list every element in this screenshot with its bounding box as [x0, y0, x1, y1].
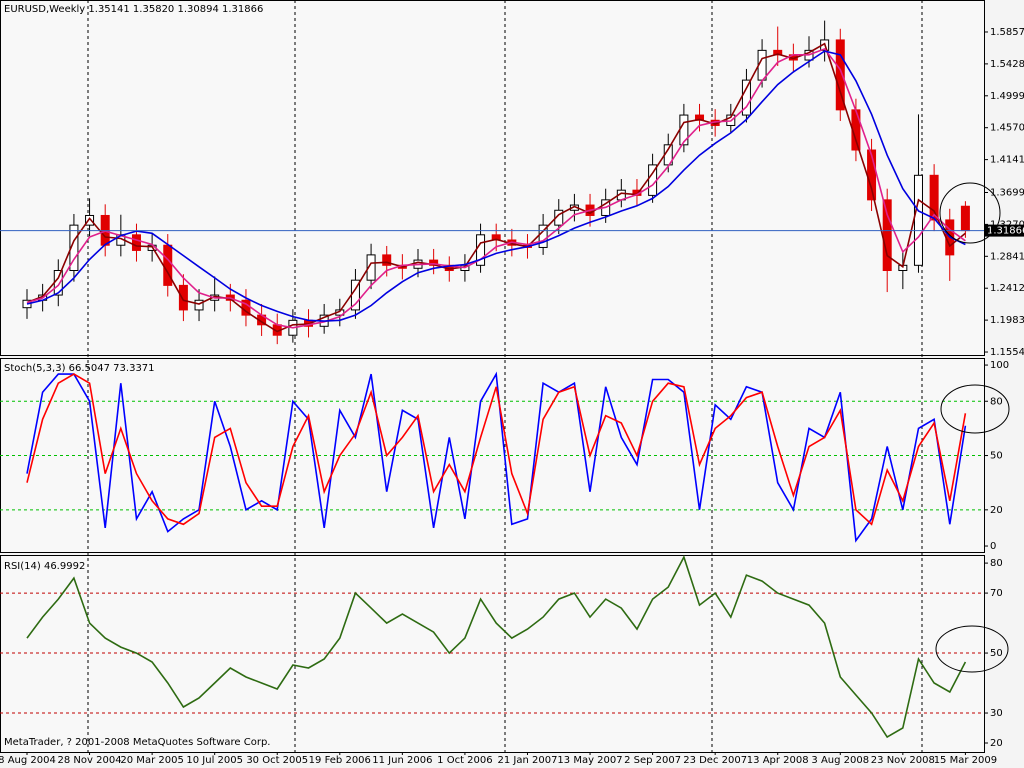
- x-tick-label: 23 Nov 2008: [871, 755, 935, 766]
- footer: MetaTrader, ? 2001-2008 MetaQuotes Softw…: [4, 737, 270, 748]
- candle-body: [178, 284, 188, 311]
- annotation-circle: [939, 182, 1001, 244]
- candle-body: [69, 224, 79, 272]
- y-tick-label: 20: [990, 738, 1003, 749]
- candle-body: [835, 39, 845, 111]
- candle-body: [538, 224, 548, 248]
- candle-body: [960, 205, 970, 232]
- candle-body: [163, 244, 173, 286]
- panel-frame: [0, 0, 985, 356]
- x-tick-label: 2 Sep 2007: [624, 755, 681, 766]
- price-title: EURUSD,Weekly 1.35141 1.35820 1.30894 1.…: [4, 4, 263, 15]
- x-tick-label: 30 Oct 2005: [246, 755, 308, 766]
- x-tick-label: 10 Jul 2005: [186, 755, 243, 766]
- x-tick-label: 11 Jun 2006: [372, 755, 432, 766]
- last-price-label: 1.31866: [987, 226, 1024, 237]
- x-tick-label: 8 Aug 2004: [0, 755, 56, 766]
- x-tick-label: 13 May 2007: [557, 755, 622, 766]
- y-tick-label: 1.45700: [990, 123, 1024, 134]
- y-tick-label: 70: [990, 588, 1003, 599]
- series-line: [26, 555, 967, 739]
- y-tick-label: 80: [990, 396, 1003, 407]
- annotation-circle: [940, 384, 1010, 434]
- y-tick-label: 80: [990, 558, 1003, 569]
- last-price-box: [985, 224, 1024, 237]
- candle-body: [53, 270, 63, 296]
- candle-body: [913, 174, 923, 266]
- series-line: [26, 47, 966, 329]
- y-tick-label: 1.36990: [990, 187, 1024, 198]
- y-tick-label: 1.41410: [990, 155, 1024, 166]
- candle-body: [929, 174, 939, 221]
- rsi-title: RSI(14) 46.9992: [4, 561, 85, 572]
- candle-body: [85, 214, 95, 226]
- x-tick-label: 1 Oct 2006: [437, 755, 492, 766]
- candle-body: [554, 209, 564, 226]
- candle-body: [131, 234, 141, 251]
- candle-body: [194, 299, 204, 311]
- y-tick-label: 1.15540: [990, 347, 1024, 358]
- y-tick-label: 1.19830: [990, 315, 1024, 326]
- candle-body: [741, 79, 751, 116]
- series-line: [26, 371, 967, 543]
- x-tick-label: 19 Feb 2006: [309, 755, 371, 766]
- y-tick-label: 1.49990: [990, 91, 1024, 102]
- annotation-circle: [935, 625, 1009, 673]
- candle-body: [679, 114, 689, 146]
- series-line: [26, 50, 966, 322]
- x-tick-label: 28 Nov 2004: [58, 755, 122, 766]
- series-line: [26, 42, 966, 333]
- y-tick-label: 20: [990, 505, 1003, 516]
- candle-body: [382, 254, 392, 266]
- x-tick-label: 23 Dec 2007: [683, 755, 747, 766]
- candle-body: [882, 199, 892, 272]
- y-tick-label: 100: [990, 360, 1009, 371]
- panel-frame: [0, 555, 985, 753]
- y-tick-label: 30: [990, 708, 1003, 719]
- y-tick-label: 1.28410: [990, 251, 1024, 262]
- x-tick-label: 13 Apr 2008: [747, 755, 809, 766]
- stoch-title: Stoch(5,3,3) 66.5047 73.3371: [4, 363, 155, 374]
- x-tick-label: 21 Jan 2007: [498, 755, 558, 766]
- y-tick-label: 1.58570: [990, 27, 1024, 38]
- y-tick-label: 50: [990, 451, 1003, 462]
- x-tick-label: 20 Mar 2005: [120, 755, 183, 766]
- y-tick-label: 1.24120: [990, 283, 1024, 294]
- y-tick-label: 0: [990, 541, 996, 552]
- candle-body: [366, 254, 376, 281]
- x-tick-label: 3 Aug 2008: [811, 755, 869, 766]
- series-line: [26, 373, 967, 526]
- x-tick-label: 15 Mar 2009: [934, 755, 997, 766]
- y-tick-label: 50: [990, 648, 1003, 659]
- y-tick-label: 1.54280: [990, 59, 1024, 70]
